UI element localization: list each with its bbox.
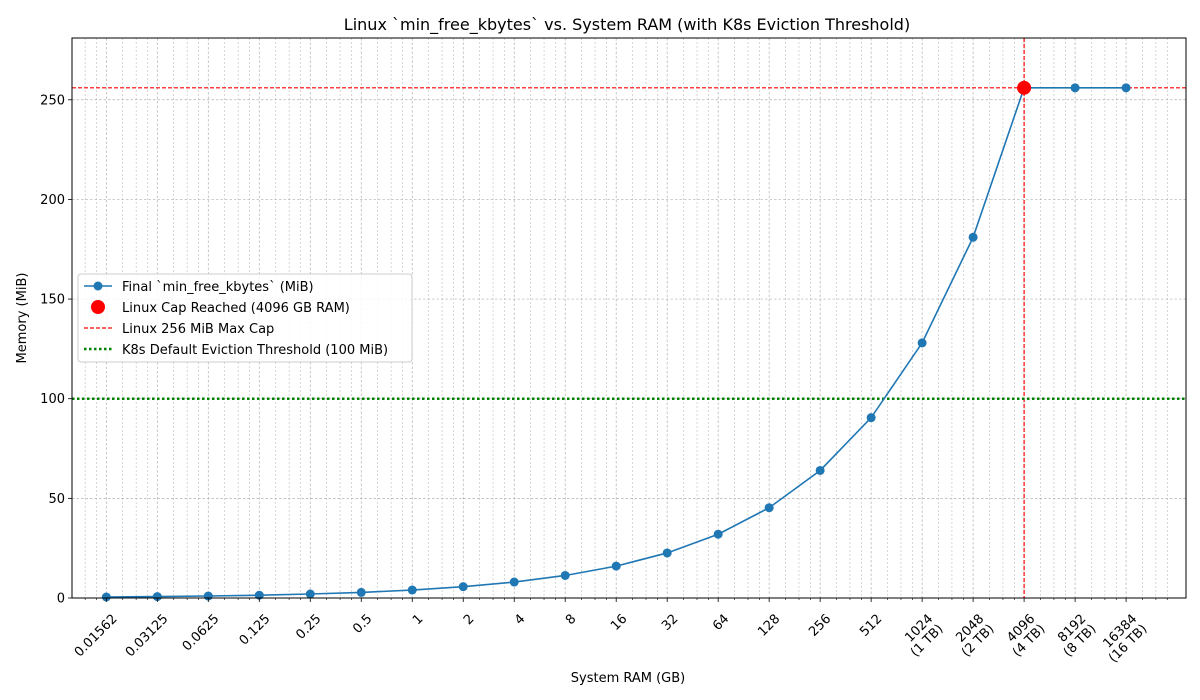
data-point <box>356 587 366 597</box>
data-point <box>305 589 315 599</box>
data-point <box>560 570 570 580</box>
y-tick-label: 200 <box>40 193 65 208</box>
legend: Final `min_free_kbytes` (MiB) Linux Cap … <box>77 273 413 363</box>
data-point <box>917 338 927 348</box>
data-point <box>1070 83 1080 93</box>
data-point <box>764 503 774 513</box>
data-point <box>509 577 519 587</box>
data-point <box>611 561 621 571</box>
legend-swatch-series-marker <box>93 281 103 291</box>
y-tick-label: 50 <box>48 492 65 507</box>
plot-frame <box>71 37 1187 599</box>
data-point <box>662 548 672 558</box>
legend-label-cap-point: Linux Cap Reached (4096 GB RAM) <box>122 301 350 316</box>
chart-title: Linux `min_free_kbytes` vs. System RAM (… <box>344 15 910 35</box>
y-tick-label: 100 <box>40 392 65 407</box>
reference-lines <box>72 38 1186 598</box>
y-tick-label: 250 <box>40 93 65 108</box>
x-tick-label: 2048(2 TB) <box>949 612 998 661</box>
x-axis-title: System RAM (GB) <box>571 671 686 686</box>
data-point <box>407 585 417 595</box>
data-point <box>101 592 111 602</box>
y-tick-label: 0 <box>57 592 65 607</box>
legend-swatch-cap-point <box>91 300 105 314</box>
legend-label-max-cap: Linux 256 MiB Max Cap <box>122 322 274 337</box>
data-point <box>866 413 876 423</box>
data-point <box>815 465 825 475</box>
y-tick-label: 150 <box>40 293 65 308</box>
data-point <box>254 590 264 600</box>
data-point <box>152 592 162 602</box>
series-layer <box>101 80 1131 602</box>
legend-label-series: Final `min_free_kbytes` (MiB) <box>122 280 314 295</box>
legend-label-k8s-threshold: K8s Default Eviction Threshold (100 MiB) <box>122 343 388 358</box>
cap-reached-point <box>1017 80 1032 95</box>
data-point <box>1121 83 1131 93</box>
data-point <box>713 529 723 539</box>
data-point <box>458 582 468 592</box>
data-point <box>968 232 978 242</box>
legend-frame <box>77 273 413 363</box>
y-axis-title: Memory (MiB) <box>15 273 30 364</box>
